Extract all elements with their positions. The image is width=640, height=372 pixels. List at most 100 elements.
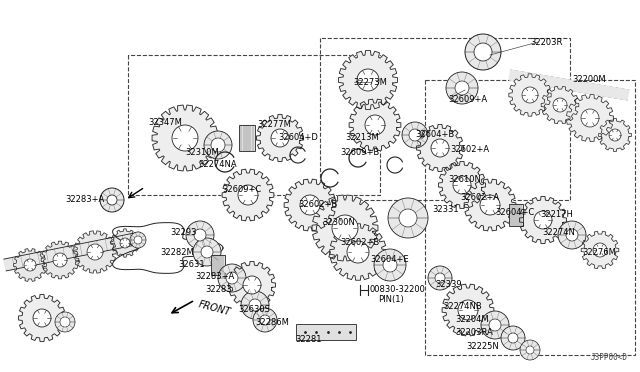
- Circle shape: [130, 232, 146, 248]
- Circle shape: [253, 308, 277, 332]
- Text: 00830-32200: 00830-32200: [370, 285, 426, 294]
- Text: 32200M: 32200M: [572, 75, 605, 84]
- Circle shape: [60, 317, 70, 327]
- Polygon shape: [228, 262, 275, 308]
- Polygon shape: [152, 105, 218, 171]
- Text: 32604+D: 32604+D: [278, 133, 318, 142]
- Polygon shape: [581, 231, 619, 269]
- Polygon shape: [330, 224, 386, 280]
- Circle shape: [112, 230, 138, 256]
- Text: 32609+C: 32609+C: [222, 185, 261, 194]
- Circle shape: [453, 176, 471, 194]
- Circle shape: [340, 53, 396, 107]
- Circle shape: [510, 76, 550, 115]
- Circle shape: [481, 311, 509, 339]
- Polygon shape: [566, 94, 614, 142]
- Circle shape: [243, 276, 261, 294]
- Text: 32204M: 32204M: [455, 315, 488, 324]
- Circle shape: [258, 116, 302, 160]
- Text: 32631: 32631: [178, 260, 205, 269]
- Text: J3PP00<D: J3PP00<D: [591, 353, 628, 362]
- Circle shape: [418, 126, 462, 170]
- Circle shape: [440, 163, 484, 207]
- Circle shape: [172, 125, 198, 151]
- Circle shape: [314, 198, 376, 259]
- Text: 32604+C: 32604+C: [495, 208, 534, 217]
- Text: 32274N: 32274N: [542, 228, 575, 237]
- Circle shape: [600, 120, 630, 150]
- Text: 32277M: 32277M: [257, 120, 291, 129]
- Text: 32310M: 32310M: [185, 148, 219, 157]
- Circle shape: [520, 340, 540, 360]
- Circle shape: [582, 232, 618, 267]
- Polygon shape: [541, 86, 579, 124]
- Text: PIN(1): PIN(1): [378, 295, 404, 304]
- Polygon shape: [74, 231, 116, 273]
- Circle shape: [388, 198, 428, 238]
- Circle shape: [211, 138, 225, 152]
- Circle shape: [53, 253, 67, 267]
- Text: 32283+A: 32283+A: [195, 272, 234, 281]
- Circle shape: [33, 309, 51, 327]
- Text: 32203R: 32203R: [530, 38, 563, 47]
- Circle shape: [409, 129, 421, 141]
- Text: 32283: 32283: [205, 285, 232, 294]
- Polygon shape: [41, 241, 79, 279]
- Circle shape: [241, 291, 269, 319]
- Polygon shape: [4, 232, 141, 271]
- Polygon shape: [13, 248, 47, 281]
- Circle shape: [474, 43, 492, 61]
- Circle shape: [357, 69, 379, 91]
- Polygon shape: [111, 229, 139, 257]
- Circle shape: [193, 238, 221, 266]
- Circle shape: [522, 87, 538, 103]
- Text: 32609+A: 32609+A: [448, 95, 487, 104]
- Circle shape: [87, 244, 103, 260]
- Circle shape: [332, 215, 358, 241]
- Text: 32339: 32339: [435, 280, 461, 289]
- Circle shape: [593, 243, 607, 257]
- Circle shape: [465, 34, 501, 70]
- Text: 32213M: 32213M: [345, 133, 379, 142]
- Circle shape: [286, 181, 334, 229]
- Text: 32274NA: 32274NA: [198, 160, 237, 169]
- Text: 32602+B: 32602+B: [340, 238, 380, 247]
- Circle shape: [534, 211, 552, 229]
- Bar: [296, 324, 356, 340]
- Circle shape: [120, 238, 130, 248]
- Text: 32602+A: 32602+A: [450, 145, 489, 154]
- Circle shape: [558, 221, 586, 249]
- Circle shape: [260, 315, 270, 325]
- Text: 32276M: 32276M: [582, 248, 616, 257]
- Polygon shape: [438, 161, 486, 209]
- Circle shape: [24, 259, 36, 271]
- Circle shape: [226, 272, 238, 284]
- Circle shape: [374, 249, 406, 281]
- Circle shape: [489, 319, 501, 331]
- Text: 32602+B: 32602+B: [298, 200, 337, 209]
- Circle shape: [446, 72, 478, 104]
- Bar: [239, 125, 255, 151]
- Circle shape: [383, 258, 397, 272]
- Text: 32225N: 32225N: [466, 342, 499, 351]
- Text: 32610N: 32610N: [448, 175, 481, 184]
- Text: 32282M: 32282M: [160, 248, 194, 257]
- Circle shape: [402, 122, 428, 148]
- Circle shape: [458, 300, 478, 320]
- Polygon shape: [222, 169, 274, 221]
- Circle shape: [76, 232, 115, 272]
- Circle shape: [444, 286, 492, 334]
- Circle shape: [581, 109, 599, 127]
- Text: 32604+B: 32604+B: [415, 130, 454, 139]
- Polygon shape: [464, 179, 516, 231]
- Circle shape: [224, 171, 272, 219]
- Circle shape: [521, 198, 564, 242]
- Circle shape: [134, 236, 142, 244]
- Polygon shape: [339, 51, 397, 109]
- Bar: [509, 204, 523, 226]
- Polygon shape: [417, 125, 463, 171]
- Circle shape: [347, 241, 369, 263]
- Circle shape: [55, 312, 75, 332]
- Circle shape: [20, 296, 64, 340]
- Circle shape: [300, 195, 320, 215]
